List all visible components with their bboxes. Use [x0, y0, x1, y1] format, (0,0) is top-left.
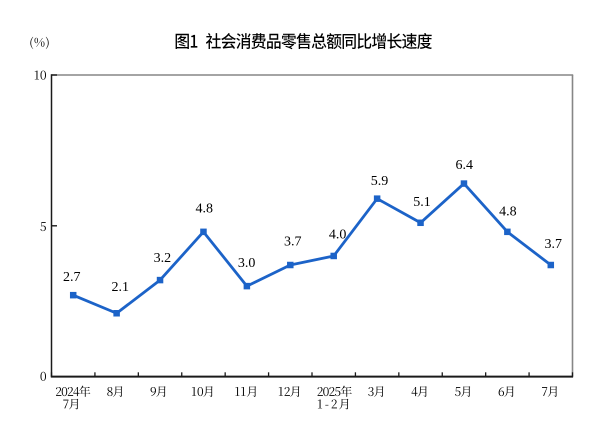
svg-text:4.0: 4.0: [329, 227, 347, 242]
svg-text:2.7: 2.7: [63, 270, 81, 285]
svg-text:5.9: 5.9: [371, 174, 389, 189]
svg-text:4.8: 4.8: [195, 201, 213, 216]
svg-text:5.1: 5.1: [413, 195, 431, 210]
svg-text:3.2: 3.2: [154, 251, 172, 266]
svg-text:3.7: 3.7: [544, 237, 562, 252]
svg-text:3.7: 3.7: [284, 234, 302, 249]
svg-text:6.4: 6.4: [456, 158, 474, 173]
svg-text:3.0: 3.0: [238, 256, 256, 271]
svg-text:2.1: 2.1: [112, 280, 130, 295]
svg-text:4.8: 4.8: [499, 205, 517, 220]
